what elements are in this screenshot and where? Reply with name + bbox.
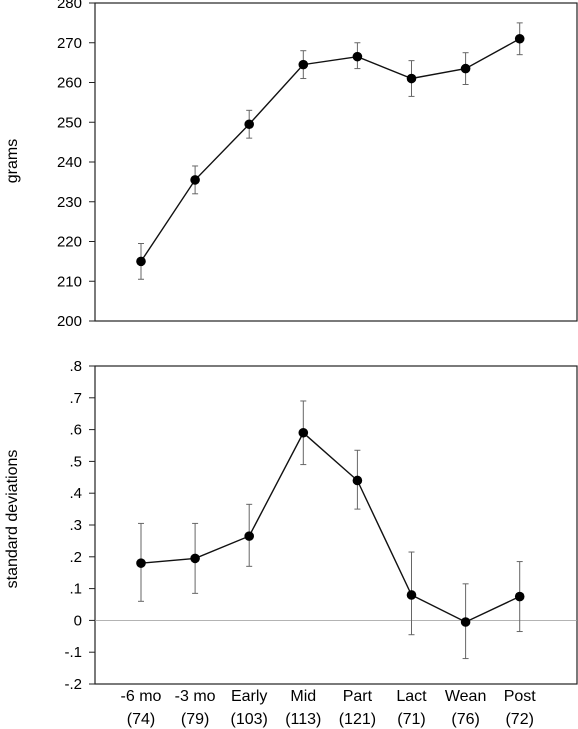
sd-y-tick-label: .3 bbox=[69, 517, 82, 534]
panel-grams: grams 200 210 220 230 240 250 260 270 280 bbox=[4, 0, 578, 330]
grams-y-tick-label: 220 bbox=[57, 234, 82, 251]
x-category-label: Wean bbox=[445, 688, 487, 705]
x-category-count: (71) bbox=[397, 711, 425, 728]
grams-y-tick-label: 230 bbox=[57, 194, 82, 211]
x-category-label: Part bbox=[343, 688, 373, 705]
grams-data-point--6-mo bbox=[136, 256, 146, 267]
x-category-count: (72) bbox=[505, 711, 533, 728]
sd-y-tick-label: .8 bbox=[69, 358, 82, 375]
sd-data-point--3-mo bbox=[190, 553, 200, 564]
grams-data-point-mid bbox=[298, 59, 309, 70]
sd-y-tick-label: .4 bbox=[69, 485, 82, 502]
sd-series-line bbox=[140, 431, 520, 623]
y-axis-title-grams: grams bbox=[4, 139, 21, 183]
sd-y-tick-label: .6 bbox=[69, 422, 82, 439]
grams-data-point-part bbox=[352, 51, 363, 62]
sd-y-tick-label: .2 bbox=[69, 549, 82, 566]
x-category-label: Post bbox=[504, 688, 537, 705]
sd-data-point-part bbox=[352, 475, 363, 486]
grams-y-tick-label: 270 bbox=[57, 35, 82, 52]
x-category-count: (79) bbox=[181, 711, 209, 728]
x-category-count: (74) bbox=[127, 711, 155, 728]
sd-y-tick-label: 0 bbox=[74, 612, 82, 629]
grams-data-point-wean bbox=[460, 63, 471, 74]
sd-data-point--6-mo bbox=[136, 558, 146, 568]
sd-data-point-wean bbox=[460, 617, 471, 627]
sd-y-tick-label: .7 bbox=[69, 390, 82, 407]
grams-y-tick-label: 200 bbox=[57, 313, 82, 330]
grams-data-point-lact bbox=[406, 73, 417, 84]
sd-data-point-mid bbox=[298, 427, 309, 438]
sd-y-tick-label: .1 bbox=[69, 581, 82, 598]
x-category-label: Mid bbox=[290, 688, 316, 705]
grams-series-line bbox=[140, 38, 521, 262]
x-category-label: -6 mo bbox=[121, 688, 162, 705]
grams-data-point--3-mo bbox=[190, 175, 200, 185]
y-axis-title-standard-deviations: standard deviations bbox=[4, 450, 21, 589]
sd-data-point-post bbox=[514, 591, 525, 602]
grams-data-point-early bbox=[244, 119, 254, 130]
x-category-label: -3 mo bbox=[175, 688, 216, 705]
grams-y-tick-label: 250 bbox=[57, 114, 82, 131]
x-category-count: (76) bbox=[451, 711, 479, 728]
x-category-count: (103) bbox=[231, 711, 268, 728]
sd-y-tick-label: .5 bbox=[69, 453, 82, 470]
sd-data-point-lact bbox=[406, 590, 417, 600]
grams-y-tick-label: 260 bbox=[57, 75, 82, 92]
sd-data-point-early bbox=[244, 531, 254, 541]
sd-y-tick-label: -.1 bbox=[64, 644, 82, 661]
sd-plot-frame bbox=[94, 365, 578, 685]
grams-y-tick-label: 240 bbox=[57, 154, 82, 171]
panel-standard-deviations: standard deviations .8 .7 .6 .5 .4 .3 .2 .1 0 -.1… bbox=[4, 358, 578, 728]
x-category-label: Early bbox=[231, 688, 267, 705]
grams-y-tick-label: 280 bbox=[57, 0, 82, 12]
x-category-label: Lact bbox=[396, 688, 427, 705]
x-category-count: (121) bbox=[339, 711, 376, 728]
x-category-count: (113) bbox=[285, 711, 321, 728]
grams-plot-frame bbox=[94, 2, 578, 322]
grams-y-tick-label: 210 bbox=[57, 273, 82, 290]
grams-data-point-post bbox=[514, 33, 525, 44]
sd-y-tick-label: -.2 bbox=[64, 676, 82, 693]
